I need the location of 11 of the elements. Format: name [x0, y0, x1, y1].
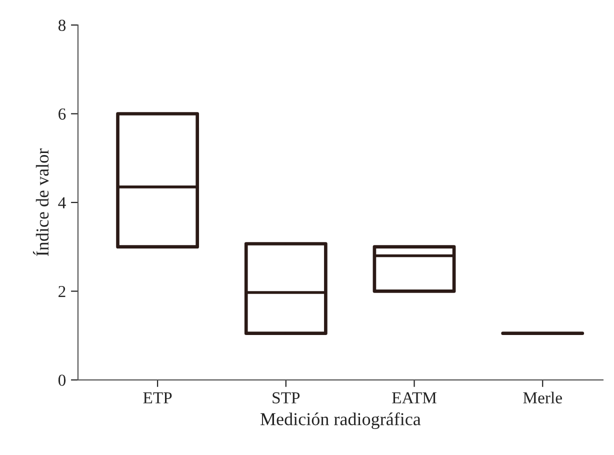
x-tick-label: EATM: [392, 392, 436, 404]
y-axis-title: Índice de valor: [32, 148, 49, 256]
y-tick-label: 4: [58, 197, 66, 208]
y-tick-label: 6: [58, 108, 66, 120]
x-tick-label: Merle: [523, 392, 562, 404]
x-axis-title: Medición radiográfica: [260, 412, 421, 430]
x-tick-label: STP: [272, 392, 300, 404]
x-tick-label: ETP: [143, 392, 172, 404]
y-tick-label: 8: [58, 20, 66, 31]
y-tick-label: 0: [58, 374, 66, 386]
y-tick-label: 2: [58, 286, 66, 297]
